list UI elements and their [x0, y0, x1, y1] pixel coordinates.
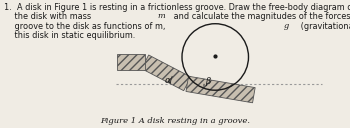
Text: β: β [205, 77, 210, 86]
Text: groove to the disk as functions of m,: groove to the disk as functions of m, [4, 22, 168, 30]
Polygon shape [117, 54, 145, 70]
Text: 1.  A disk in Figure 1 is resting in a frictionless groove. Draw the free-body d: 1. A disk in Figure 1 is resting in a fr… [4, 3, 350, 12]
Text: α: α [165, 76, 171, 85]
Text: Figure 1 A disk resting in a groove.: Figure 1 A disk resting in a groove. [100, 117, 250, 125]
Text: (gravitational constant), α, and β that keeps: (gravitational constant), α, and β that … [298, 22, 350, 30]
Text: and calculate the magnitudes of the forces applied by the: and calculate the magnitudes of the forc… [171, 12, 350, 21]
Text: g: g [284, 22, 289, 30]
Text: m: m [157, 12, 165, 20]
Polygon shape [141, 55, 191, 91]
Text: this disk in static equilibrium.: this disk in static equilibrium. [4, 31, 135, 40]
Polygon shape [186, 76, 255, 103]
Text: the disk with mass: the disk with mass [4, 12, 94, 21]
